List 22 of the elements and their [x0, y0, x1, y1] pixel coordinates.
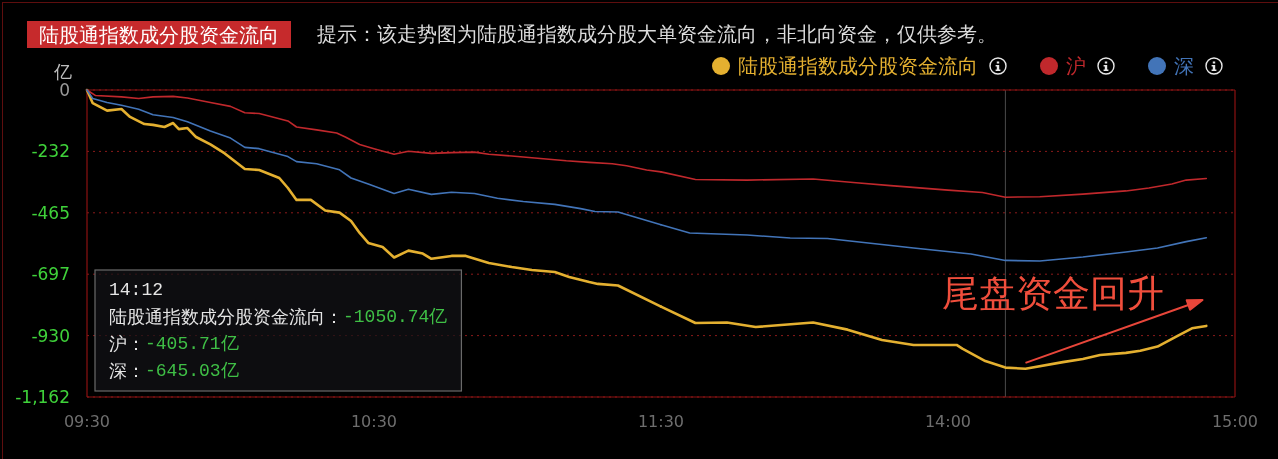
chart-subtitle: 提示：该走势图为陆股通指数成分股大单资金流向，非北向资金，仅供参考。: [317, 23, 997, 45]
x-tick-label: 09:30: [63, 411, 111, 431]
y-tick-label: -465: [31, 202, 70, 223]
legend-label: 沪: [1066, 55, 1086, 77]
y-axis-title: 亿: [53, 62, 72, 82]
annotation: 深：-645.03亿: [109, 361, 239, 381]
annotation: 陆股通指数成分股资金流向：-1050.74亿: [109, 307, 448, 327]
annotation: 沪：-405.71亿: [109, 334, 239, 354]
y-tick-label: -697: [31, 264, 70, 285]
y-tick-label: 0: [59, 80, 70, 100]
annotation: 14:12: [109, 280, 164, 300]
x-tick-label: 14:00: [924, 411, 972, 431]
x-tick-label: 10:30: [350, 411, 398, 431]
legend-label: 陆股通指数成分股资金流向: [738, 55, 978, 77]
legend-label: 深: [1174, 55, 1194, 77]
x-tick-label: 15:00: [1211, 411, 1259, 431]
chart-title: 陆股通指数成分股资金流向: [39, 23, 279, 46]
y-tick-label: -232: [31, 141, 70, 162]
x-tick-label: 11:30: [637, 411, 685, 431]
annotation: 尾盘资金回升: [942, 273, 1165, 315]
y-tick-label: -1,162: [15, 387, 70, 407]
y-tick-label: -930: [31, 325, 70, 346]
